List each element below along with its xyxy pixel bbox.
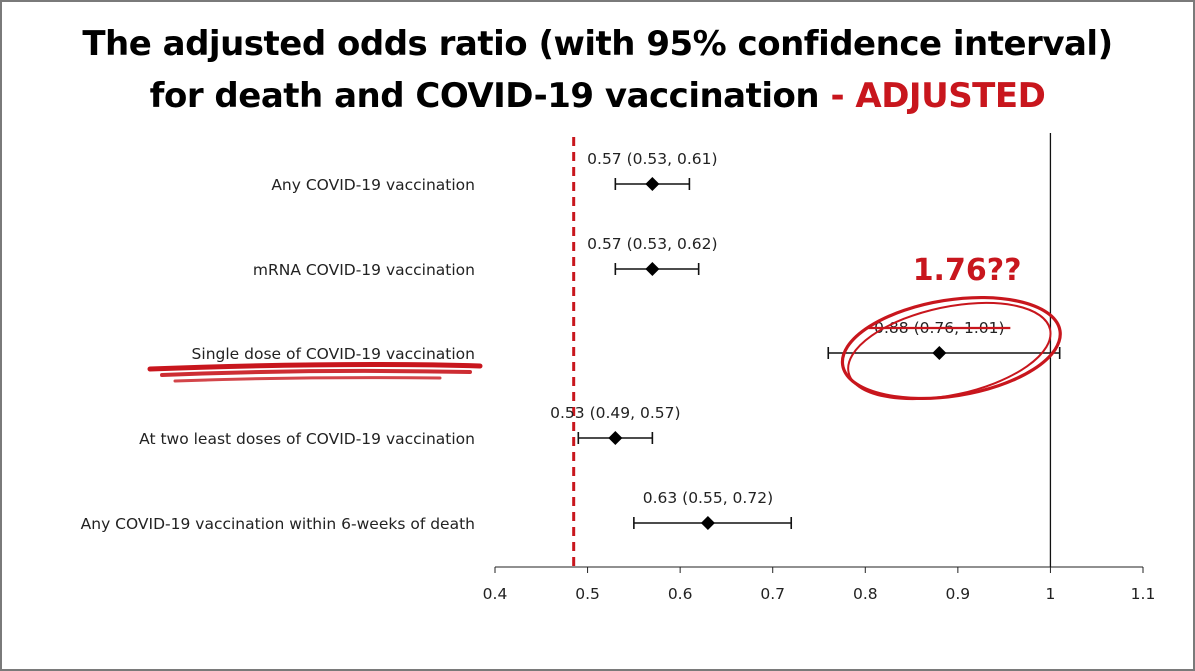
- x-tick-label: 0.9: [946, 585, 971, 603]
- x-tick-label: 0.8: [853, 585, 878, 603]
- title-adjusted-suffix: - ADJUSTED: [819, 76, 1046, 116]
- title-line-2: for death and COVID-19 vaccination - ADJ…: [0, 70, 1195, 122]
- underline-scribble: [160, 369, 472, 377]
- highlight-ellipse: [840, 295, 1062, 401]
- underline-scribble: [173, 376, 442, 383]
- data-label: 0.53 (0.49, 0.57): [550, 404, 680, 422]
- x-tick-label: 0.6: [668, 585, 693, 603]
- category-label: mRNA COVID-19 vaccination: [253, 261, 475, 279]
- title-line-2-text: for death and COVID-19 vaccination: [149, 76, 820, 116]
- title-line-1: The adjusted odds ratio (with 95% confid…: [82, 24, 1113, 64]
- category-label: Any COVID-19 vaccination: [271, 176, 475, 194]
- estimate-marker: [645, 262, 660, 276]
- chart-title: The adjusted odds ratio (with 95% confid…: [0, 18, 1195, 122]
- x-tick-label: 1.1: [1131, 585, 1156, 603]
- annotation-text: 1.76??: [913, 253, 1022, 288]
- data-label: 0.57 (0.53, 0.61): [587, 150, 717, 168]
- category-label: Any COVID-19 vaccination within 6-weeks …: [81, 515, 475, 533]
- data-label: 0.57 (0.53, 0.62): [587, 235, 717, 253]
- data-label: 0.63 (0.55, 0.72): [643, 489, 773, 507]
- x-tick-label: 1: [1045, 585, 1055, 603]
- x-tick-label: 0.5: [575, 585, 600, 603]
- estimate-marker: [700, 516, 715, 530]
- estimate-marker: [608, 431, 623, 445]
- x-tick-label: 0.7: [760, 585, 785, 603]
- estimate-marker: [932, 346, 947, 360]
- highlight-ellipse-inner: [847, 301, 1052, 401]
- category-label: At two least doses of COVID-19 vaccinati…: [139, 430, 475, 448]
- underline-scribble: [147, 362, 483, 372]
- estimate-marker: [645, 177, 660, 191]
- x-tick-label: 0.4: [483, 585, 508, 603]
- category-label: Single dose of COVID-19 vaccination: [192, 345, 475, 363]
